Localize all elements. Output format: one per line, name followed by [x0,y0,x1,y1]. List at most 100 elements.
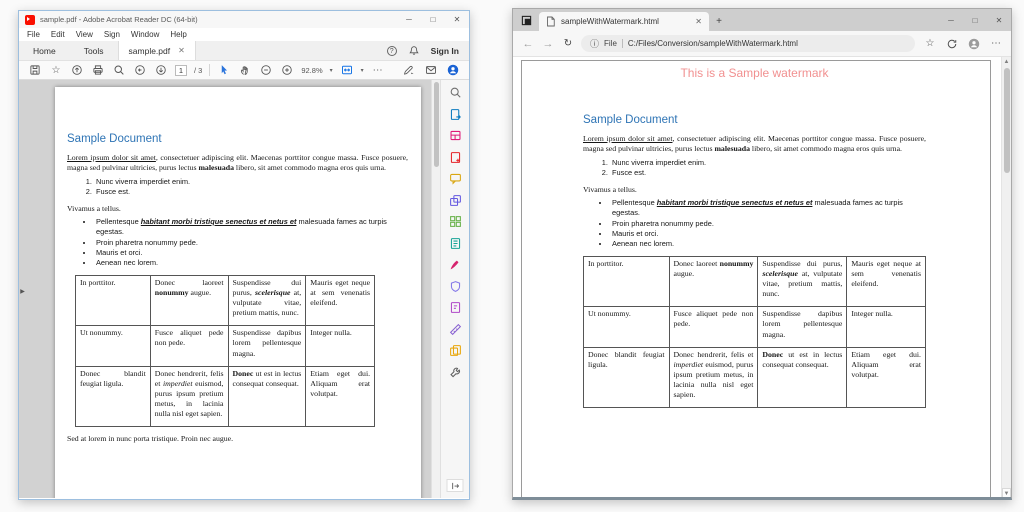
assistant-avatar-icon[interactable] [446,63,460,77]
page-number-input[interactable]: 1 [175,64,187,76]
browser-scrollbar[interactable]: ▲ ▼ [1001,57,1011,497]
edit-pdf-icon[interactable] [448,128,463,143]
hand-tool-icon[interactable] [238,63,252,77]
html-page: This is a Sample watermark Sample Docume… [521,60,991,497]
back-icon[interactable]: ← [522,37,534,50]
settings-menu-icon[interactable]: ⋯ [991,38,1001,49]
scrollbar-thumb[interactable] [433,82,439,167]
notifications-bell-icon[interactable] [407,44,421,58]
pdf-page: Sample Document Lorem ipsum dolor sit am… [55,87,421,498]
address-bar[interactable]: ⓘ File C:/Files/Conversion/sampleWithWat… [581,35,915,52]
paragraph: Lorem ipsum dolor sit amet, consectetuer… [67,153,408,173]
comment-icon[interactable] [448,171,463,186]
email-icon[interactable] [424,63,438,77]
list-item: Fusce est. [610,168,926,178]
tab-tools[interactable]: Tools [83,45,104,56]
table-cell: Donec laoreet nonummy augue. [668,255,759,308]
star-icon[interactable]: ☆ [51,64,61,76]
menu-help[interactable]: Help [170,30,187,39]
tab-home[interactable]: Home [33,45,56,56]
favorites-star-icon[interactable]: ☆ [925,38,935,49]
menu-sign[interactable]: Sign [103,30,120,39]
minimize-button[interactable]: ─ [406,15,412,24]
nav-pane-toggle-icon[interactable]: ▶ [20,288,25,295]
print-icon[interactable] [91,63,105,77]
request-signatures-icon[interactable] [448,300,463,315]
protect-icon[interactable] [448,279,463,294]
table-cell: Mauris eget neque at sem venenatis eleif… [305,274,376,327]
list-item: Mauris et orci. [610,229,926,239]
profile-icon[interactable] [967,37,981,51]
list-item: Nunc viverra imperdiet enim. [94,177,408,187]
zoom-out-icon[interactable] [259,63,273,77]
zoom-level-value[interactable]: 92.8% [301,65,323,75]
search-icon[interactable] [112,63,126,77]
previous-view-icon[interactable] [133,63,147,77]
table-cell: Donec hendrerit, felis et imperdiet euis… [668,346,759,409]
pdf-canvas[interactable]: Sample Document Lorem ipsum dolor sit am… [19,80,431,498]
close-button[interactable]: ✕ [453,15,461,24]
pdf-scrollbar[interactable] [431,80,440,498]
sign-in-button[interactable]: Sign In [430,45,459,56]
close-button[interactable]: ✕ [995,15,1003,25]
tab-title: sampleWithWatermark.html [561,17,659,26]
paragraph: Sed at lorem in nunc porta tristique. Pr… [67,434,234,444]
acrobat-tab-bar: Home Tools sample.pdf ✕ ? Sign In [19,41,469,61]
tab-close-icon[interactable]: ✕ [178,46,185,55]
document-tab-label: sample.pdf [128,45,171,56]
expand-tools-pane-icon[interactable] [446,479,464,492]
bullet-list: Pellentesque habitant morbi tristique se… [94,217,408,269]
list-item: Nunc viverra imperdiet enim. [610,158,926,168]
combine-files-icon[interactable] [448,193,463,208]
table-cell: Suspendisse dapibus lorem pellentesque m… [757,306,848,348]
menu-file[interactable]: File [27,30,40,39]
menu-window[interactable]: Window [130,30,160,39]
tab-document[interactable]: sample.pdf ✕ [117,41,196,60]
watermark-text: This is a Sample watermark [680,66,829,80]
fit-dropdown-caret-icon[interactable]: ▾ [360,67,364,74]
table-cell: In porttitor. [75,274,151,327]
refresh-icon[interactable]: ↻ [563,38,573,49]
search-tool-icon[interactable] [448,85,463,100]
fit-width-icon[interactable] [340,63,354,77]
scroll-down-icon[interactable]: ▼ [1002,488,1011,497]
more-tools-icon[interactable] [448,365,463,380]
scroll-up-icon[interactable]: ▲ [1003,59,1010,65]
forward-icon[interactable]: → [542,37,554,50]
browser-tab[interactable]: sampleWithWatermark.html ✕ [539,12,709,31]
tab-actions-icon[interactable] [513,9,539,31]
create-pdf-icon[interactable] [448,150,463,165]
menu-edit[interactable]: Edit [50,30,65,39]
table-row: Ut nonummy. Fusce aliquet pede non pede.… [583,306,926,348]
scrollbar-thumb[interactable] [1004,68,1010,173]
fill-sign-icon[interactable] [448,257,463,272]
site-info-icon[interactable]: ⓘ [590,39,600,49]
export-copy-icon[interactable] [448,343,463,358]
help-icon[interactable]: ? [386,45,397,56]
select-cursor-icon[interactable] [217,63,231,77]
sign-pen-icon[interactable] [402,63,416,77]
scan-ocr-icon[interactable] [448,236,463,251]
share-icon[interactable] [70,63,84,77]
measure-icon[interactable] [448,322,463,337]
edge-browser-window: sampleWithWatermark.html ✕ + ─ □ ✕ ← → ↻… [512,8,1012,500]
menu-view[interactable]: View [75,30,93,39]
tab-close-icon[interactable]: ✕ [695,17,702,26]
more-toolbar-options-icon[interactable]: ⋯ [372,64,383,76]
table-cell: Suspendisse dapibus lorem pellentesque m… [227,325,307,367]
sync-icon[interactable] [945,37,959,51]
list-item: Aenean nec lorem. [610,239,926,249]
zoom-in-icon[interactable] [280,63,294,77]
maximize-button[interactable]: □ [430,15,436,24]
list-item: Aenean nec lorem. [94,258,408,268]
export-pdf-icon[interactable] [448,107,463,122]
maximize-button[interactable]: □ [972,15,978,25]
minimize-button[interactable]: ─ [948,15,954,25]
organize-pages-icon[interactable] [448,214,463,229]
new-tab-button[interactable]: + [716,16,722,27]
save-icon[interactable] [28,63,42,77]
download-icon[interactable] [154,63,168,77]
zoom-dropdown-caret-icon[interactable]: ▾ [329,67,333,74]
browser-viewport[interactable]: This is a Sample watermark Sample Docume… [513,57,1001,497]
numbered-list: Nunc viverra imperdiet enim. Fusce est. [94,177,408,198]
